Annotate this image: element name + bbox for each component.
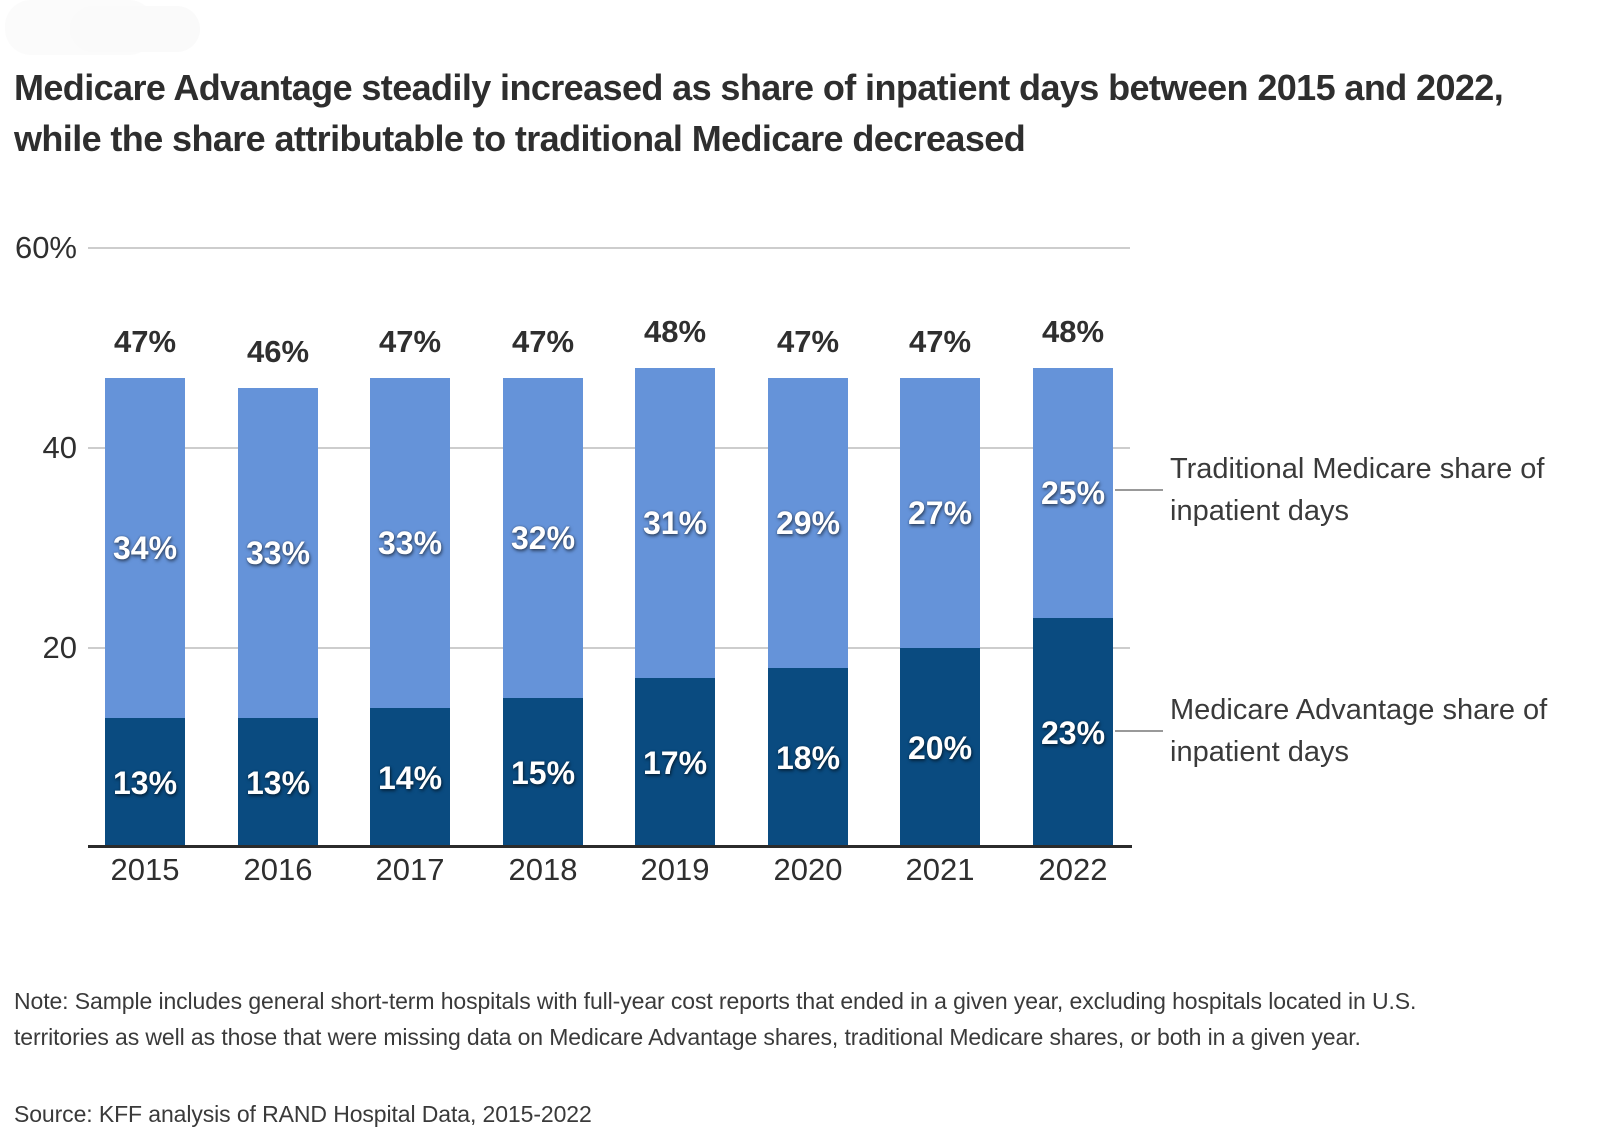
advantage-value-label-2021: 20%	[907, 729, 973, 766]
gridline-20	[88, 647, 1130, 649]
chart-title: Medicare Advantage steadily increased as…	[14, 67, 1504, 159]
traditional-medicare-segment-2015	[105, 378, 185, 718]
gridline-40	[88, 447, 1130, 449]
traditional-value-label-2015: 34%	[112, 529, 178, 566]
medicare-advantage-segment-2018	[503, 698, 583, 848]
total-label-2020: 47%	[776, 324, 840, 359]
traditional-value-label-2016: 33%	[245, 534, 311, 571]
traditional-medicare-segment-2018	[503, 378, 583, 698]
advantage-value-label-2019: 17%	[642, 744, 708, 781]
year-label-2016: 2016	[243, 852, 313, 887]
year-label-2020: 2020	[773, 852, 843, 887]
y-tick-label-40: 40	[42, 430, 77, 465]
medicare-advantage-segment-2022	[1033, 618, 1113, 848]
gridline-60	[88, 247, 1130, 249]
advantage-value-label-2020: 18%	[775, 739, 841, 776]
y-tick-label-20: 20	[42, 630, 77, 665]
medicare-advantage-annotation: Medicare Advantage share of inpatient da…	[1170, 694, 1548, 768]
advantage-value-label-2016: 13%	[245, 764, 311, 801]
traditional-value-label-2017: 33%	[377, 524, 443, 561]
advantage-value-label-2022: 23%	[1040, 714, 1106, 751]
medicare-advantage-segment-2019	[635, 678, 715, 848]
year-label-2019: 2019	[640, 852, 710, 887]
traditional-connector-line	[1115, 489, 1163, 491]
traditional-medicare-segment-2021	[900, 378, 980, 648]
traditional-medicare-segment-2017	[370, 378, 450, 708]
y-tick-label-60: 60%	[14, 230, 77, 265]
year-label-2017: 2017	[375, 852, 445, 887]
medicare-advantage-segment-2017	[370, 708, 450, 848]
logo-placeholder-inner	[70, 6, 200, 52]
traditional-medicare-segment-2022	[1033, 368, 1113, 618]
total-label-2022: 48%	[1041, 314, 1105, 349]
traditional-value-label-2022: 25%	[1040, 474, 1106, 511]
x-axis-line	[88, 845, 1132, 848]
year-label-2022: 2022	[1038, 852, 1108, 887]
source-text: Source: KFF analysis of RAND Hospital Da…	[14, 1101, 592, 1127]
traditional-value-label-2018: 32%	[510, 519, 576, 556]
total-label-2016: 46%	[246, 334, 310, 369]
traditional-medicare-segment-2020	[768, 378, 848, 668]
medicare-advantage-segment-2020	[768, 668, 848, 848]
year-label-2021: 2021	[905, 852, 975, 887]
traditional-medicare-annotation: Traditional Medicare share of inpatient …	[1170, 453, 1545, 527]
medicare-advantage-segment-2015	[105, 718, 185, 848]
total-label-2021: 47%	[908, 324, 972, 359]
year-label-2015: 2015	[110, 852, 180, 887]
traditional-medicare-segment-2016	[238, 388, 318, 718]
traditional-value-label-2020: 29%	[775, 504, 841, 541]
advantage-value-label-2017: 14%	[377, 759, 443, 796]
traditional-medicare-segment-2019	[635, 368, 715, 678]
advantage-value-label-2015: 13%	[112, 764, 178, 801]
advantage-value-label-2018: 15%	[510, 754, 576, 791]
traditional-value-label-2019: 31%	[642, 504, 708, 541]
advantage-connector-line	[1115, 730, 1163, 732]
total-label-2017: 47%	[378, 324, 442, 359]
year-label-2018: 2018	[508, 852, 578, 887]
total-label-2019: 48%	[643, 314, 707, 349]
traditional-value-label-2021: 27%	[907, 494, 973, 531]
total-label-2015: 47%	[113, 324, 177, 359]
medicare-advantage-segment-2016	[238, 718, 318, 848]
total-label-2018: 47%	[511, 324, 575, 359]
note-text: Note: Sample includes general short-term…	[14, 988, 1417, 1050]
medicare-advantage-segment-2021	[900, 648, 980, 848]
